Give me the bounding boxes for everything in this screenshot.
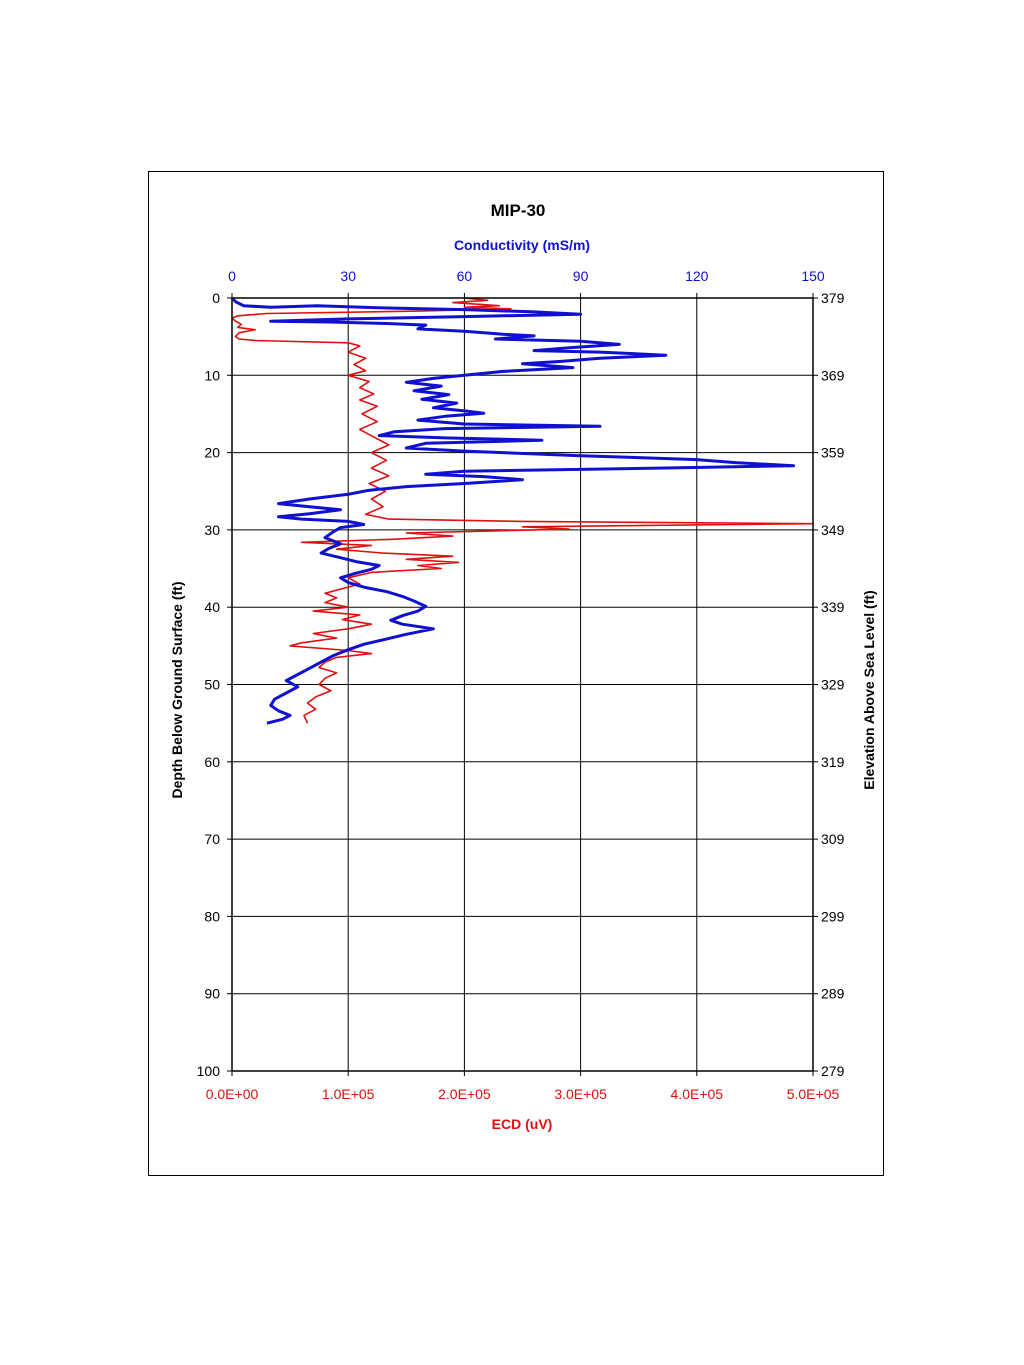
chart-title: MIP-30 — [491, 201, 546, 220]
top-tick-label: 60 — [457, 268, 473, 284]
left-tick-label: 50 — [204, 677, 220, 693]
top-axis-title: Conductivity (mS/m) — [454, 237, 590, 253]
bottom-tick-label: 3.0E+05 — [554, 1086, 607, 1102]
right-tick-label: 369 — [821, 367, 845, 383]
top-tick-label: 120 — [685, 268, 709, 284]
right-tick-label: 279 — [821, 1063, 845, 1079]
right-tick-label: 359 — [821, 445, 845, 461]
bottom-axis-title: ECD (uV) — [492, 1116, 553, 1132]
left-tick-label: 10 — [204, 367, 220, 383]
left-tick-label: 90 — [204, 986, 220, 1002]
bottom-tick-label: 2.0E+05 — [438, 1086, 491, 1102]
bottom-tick-label: 0.0E+00 — [206, 1086, 259, 1102]
bottom-tick-label: 4.0E+05 — [671, 1086, 724, 1102]
left-tick-label: 60 — [204, 754, 220, 770]
tick-layer: 0 0.0E+00 30 1.0E+05 60 2.0E+05 90 3.0E+05 120 4.… — [197, 268, 845, 1102]
right-tick-label: 289 — [821, 986, 845, 1002]
top-tick-label: 150 — [801, 268, 825, 284]
top-tick-label: 30 — [340, 268, 356, 284]
ecd-series-line — [231, 297, 814, 724]
right-tick-label: 299 — [821, 908, 845, 924]
bottom-tick-label: 5.0E+05 — [787, 1086, 840, 1102]
left-tick-label: 30 — [204, 522, 220, 538]
right-tick-label: 329 — [821, 677, 845, 693]
left-tick-label: 40 — [204, 599, 220, 615]
left-axis-title: Depth Below Ground Surface (ft) — [169, 582, 185, 799]
series-layer — [230, 296, 814, 725]
left-tick-label: 80 — [204, 908, 220, 924]
left-tick-label: 100 — [197, 1063, 221, 1079]
right-tick-label: 309 — [821, 831, 845, 847]
grid-layer — [232, 298, 813, 1071]
right-tick-label: 319 — [821, 754, 845, 770]
top-tick-label: 90 — [573, 268, 589, 284]
top-tick-label: 0 — [228, 268, 236, 284]
left-tick-label: 20 — [204, 445, 220, 461]
right-axis-title: Elevation Above Sea Level (ft) — [861, 590, 877, 789]
right-tick-label: 339 — [821, 599, 845, 615]
bottom-tick-label: 1.0E+05 — [322, 1086, 375, 1102]
right-tick-label: 349 — [821, 522, 845, 538]
left-tick-label: 0 — [212, 290, 220, 306]
conductivity-series-line — [230, 296, 796, 725]
right-tick-label: 379 — [821, 290, 845, 306]
chart-frame — [148, 171, 884, 1176]
left-tick-label: 70 — [204, 831, 220, 847]
